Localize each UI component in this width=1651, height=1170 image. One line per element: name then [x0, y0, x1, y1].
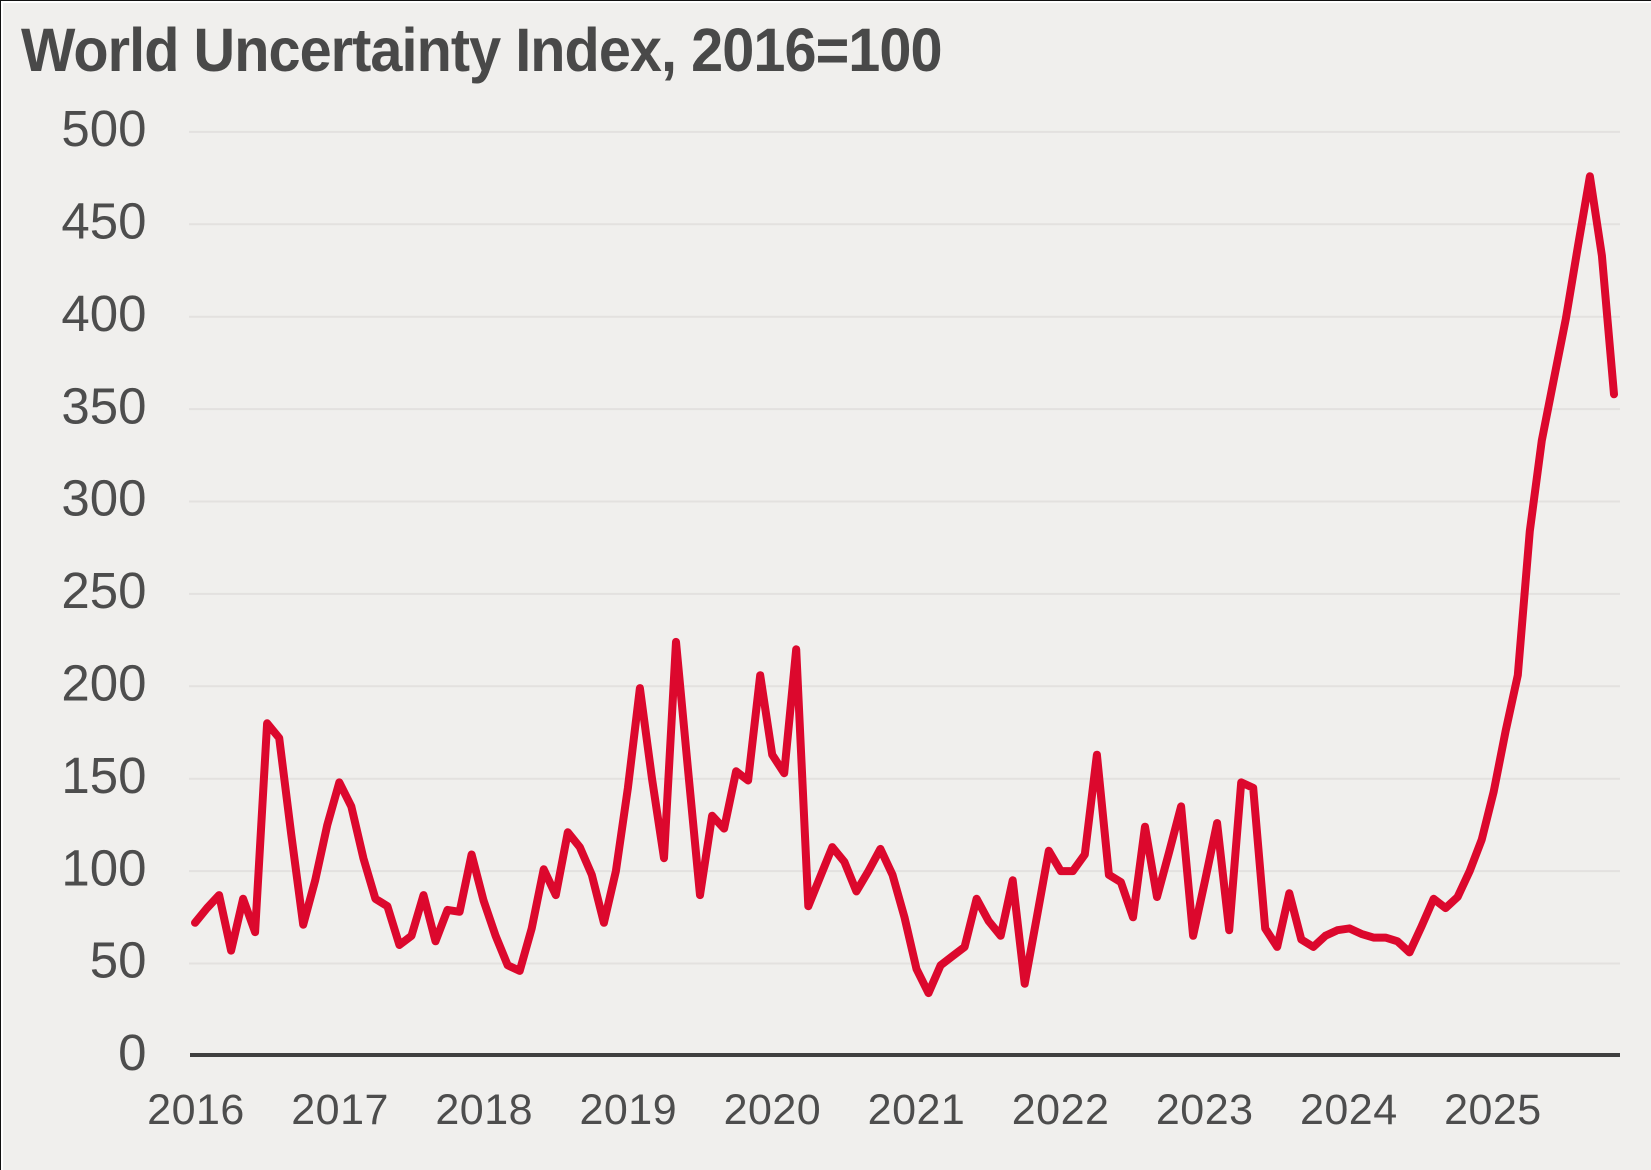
svg-text:2018: 2018	[435, 1086, 533, 1134]
svg-text:2019: 2019	[579, 1086, 677, 1134]
svg-text:350: 350	[61, 377, 146, 434]
svg-text:400: 400	[61, 285, 146, 342]
svg-text:500: 500	[61, 100, 146, 157]
svg-text:150: 150	[61, 747, 146, 804]
svg-text:250: 250	[61, 562, 146, 619]
svg-text:2024: 2024	[1300, 1086, 1398, 1134]
svg-text:200: 200	[61, 655, 146, 712]
svg-text:2017: 2017	[291, 1086, 389, 1134]
svg-text:50: 50	[90, 932, 147, 989]
svg-text:2022: 2022	[1012, 1086, 1110, 1134]
svg-text:450: 450	[61, 193, 146, 250]
svg-text:0: 0	[118, 1024, 146, 1081]
svg-text:2023: 2023	[1156, 1086, 1254, 1134]
svg-text:2021: 2021	[868, 1086, 966, 1134]
svg-text:2020: 2020	[724, 1086, 822, 1134]
svg-text:2025: 2025	[1444, 1086, 1542, 1134]
svg-text:100: 100	[61, 839, 146, 896]
svg-text:2016: 2016	[147, 1086, 245, 1134]
svg-text:World Uncertainty Index, 2016=: World Uncertainty Index, 2016=100	[21, 15, 942, 84]
svg-text:300: 300	[61, 470, 146, 527]
